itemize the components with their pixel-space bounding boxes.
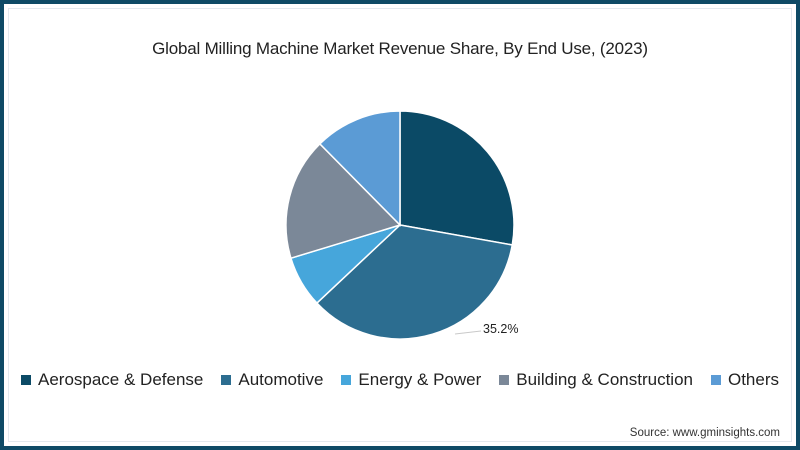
pie-slice-others[interactable] [318,110,401,227]
pie-slice-building-construction[interactable] [285,142,402,260]
legend-label: Others [727,370,780,389]
chart-legend: Aerospace & Defense Automotive Energy & … [0,370,800,390]
legend-item-automotive[interactable]: Automotive [221,370,323,390]
legend-label: Energy & Power [358,370,482,389]
legend-label: Aerospace & Defense [37,370,204,389]
automotive-label-leader-line [454,330,482,335]
pie-slice-aerospace-defense[interactable] [399,110,515,246]
pie-slices [285,110,515,340]
chart-inner-border [8,8,792,442]
pie-slice-automotive[interactable] [315,224,514,340]
legend-label: Automotive [238,370,324,389]
legend-label: Building & Construction [516,370,693,389]
legend-swatch-automotive [221,375,232,385]
legend-item-others[interactable]: Others [710,370,780,390]
legend-swatch-building-construction [499,375,510,385]
chart-title: Global Milling Machine Market Revenue Sh… [152,39,648,58]
legend-item-energy-power[interactable]: Energy & Power [341,370,481,390]
legend-swatch-others [710,375,721,385]
source-credit: Source: www.gminsights.com [629,427,780,439]
legend-swatch-aerospace-defense [20,375,31,385]
legend-swatch-energy-power [341,375,352,385]
legend-item-aerospace-defense[interactable]: Aerospace & Defense [20,370,204,390]
legend-item-building-construction[interactable]: Building & Construction [499,370,693,390]
automotive-data-label: 35.2% [483,322,518,336]
